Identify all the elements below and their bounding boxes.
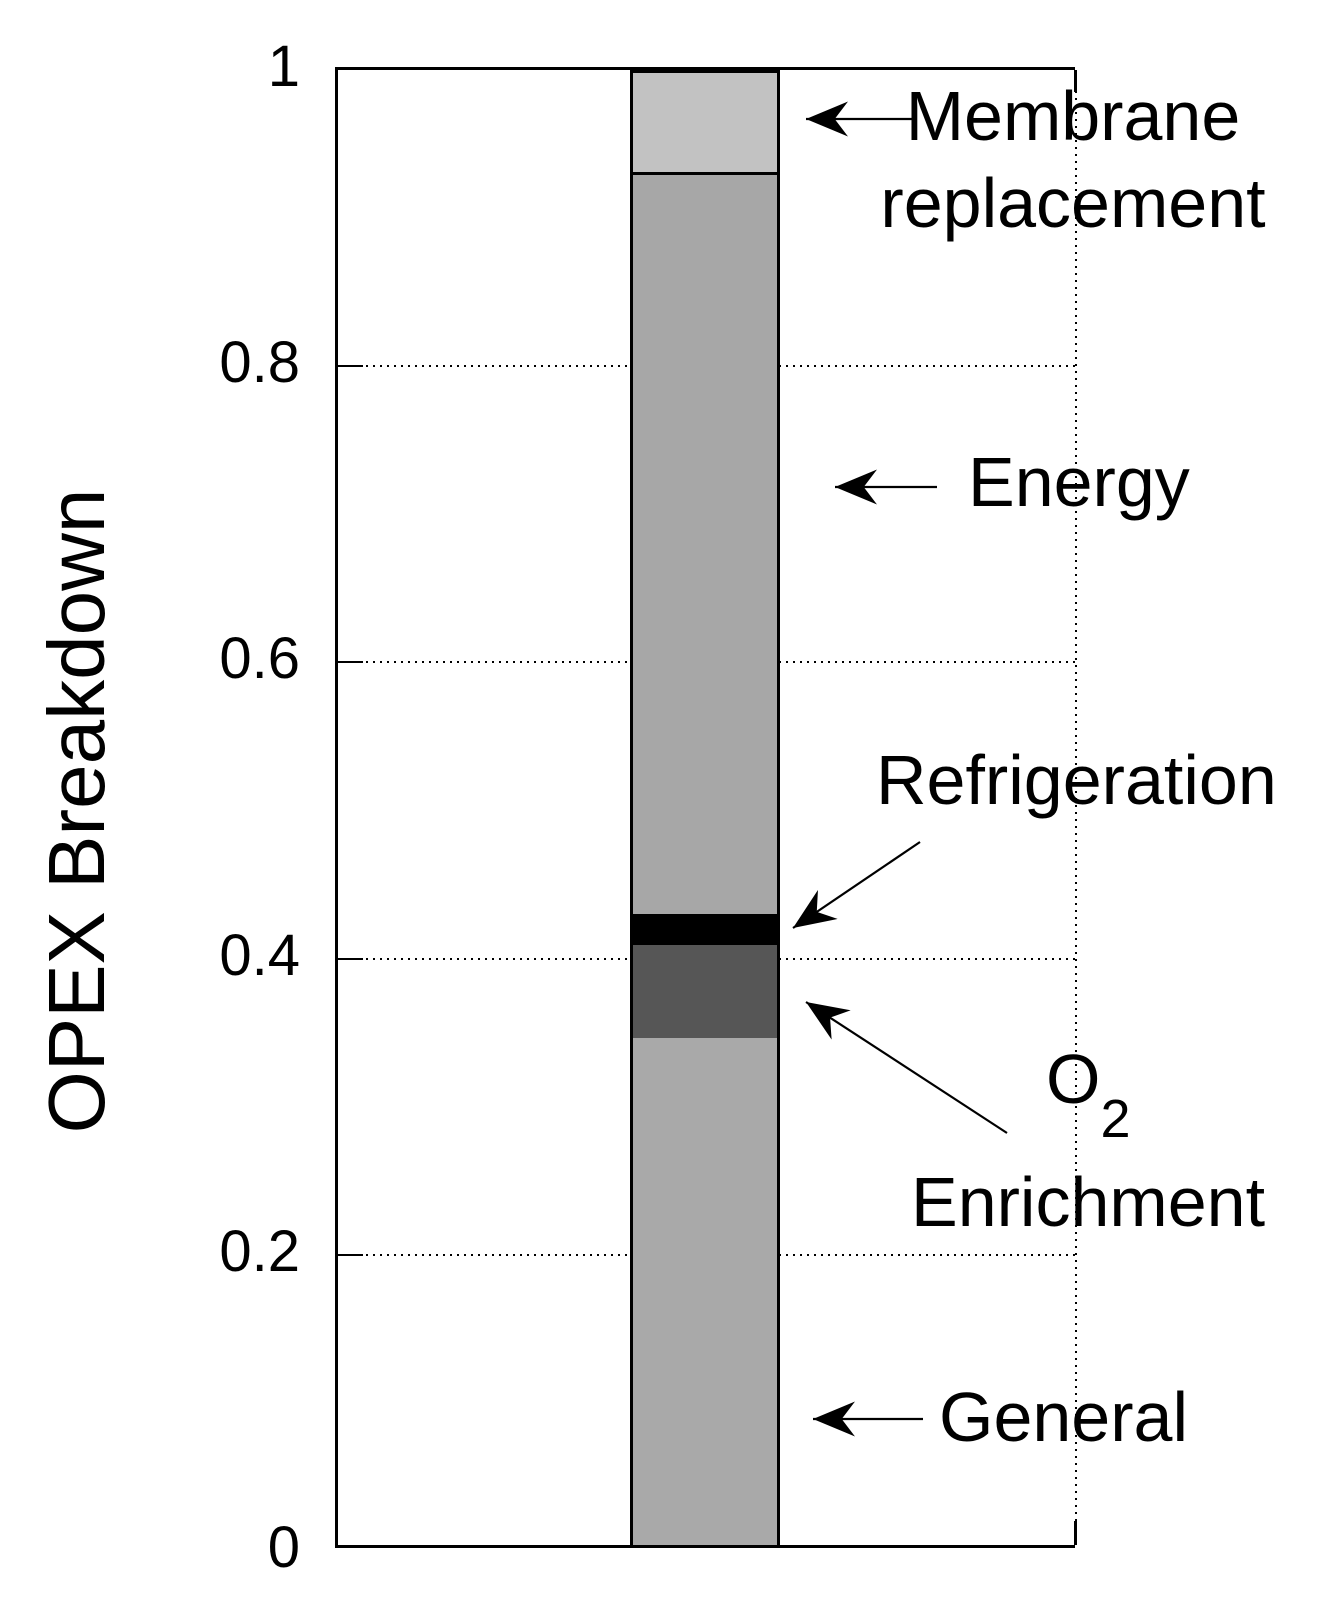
- y-tick-label-0.2: 0.2: [219, 1218, 300, 1284]
- y-tick-label-0.4: 0.4: [219, 922, 300, 988]
- y-tick-label-1: 1: [267, 34, 300, 99]
- y-tick-0.2: [338, 1253, 363, 1256]
- y-tick-label-0.6: 0.6: [219, 626, 300, 692]
- o2-subscript: 2: [1100, 1089, 1131, 1149]
- y-tick-label-0.8: 0.8: [219, 330, 300, 396]
- membrane-label-line2: replacement: [880, 164, 1266, 242]
- plot-area: [335, 67, 1077, 1548]
- bar-segment-refrigeration: [633, 913, 777, 942]
- membrane-replacement-label: Membrane replacement: [878, 73, 1268, 247]
- bar-segment-membrane-replacement: [633, 70, 777, 172]
- bar-segment-energy: [633, 171, 777, 914]
- right-axis-tick-top: [1074, 70, 1077, 92]
- enrichment-label: Enrichment: [911, 1163, 1266, 1241]
- general-label: General: [939, 1378, 1189, 1456]
- membrane-label-line1: Membrane: [905, 77, 1241, 155]
- stacked-bar: [630, 67, 780, 1548]
- y-tick-0.4: [338, 957, 363, 960]
- y-axis-title: OPEX Breakdown: [32, 488, 121, 1134]
- y-tick-0.8: [338, 365, 363, 368]
- right-axis-tick-bottom: [1074, 1521, 1077, 1545]
- y-tick-label-0: 0: [267, 1515, 300, 1580]
- o2-symbol: O: [1046, 1040, 1101, 1118]
- y-tick-0.6: [338, 661, 363, 664]
- o2-label: O2: [1046, 1044, 1131, 1146]
- refrigeration-label: Refrigeration: [876, 741, 1277, 819]
- bar-segment-o2-enrichment: [633, 941, 777, 1038]
- energy-label: Energy: [968, 443, 1190, 521]
- plot-right-dotted-border: [1075, 70, 1077, 1545]
- bar-segment-general: [633, 1037, 777, 1545]
